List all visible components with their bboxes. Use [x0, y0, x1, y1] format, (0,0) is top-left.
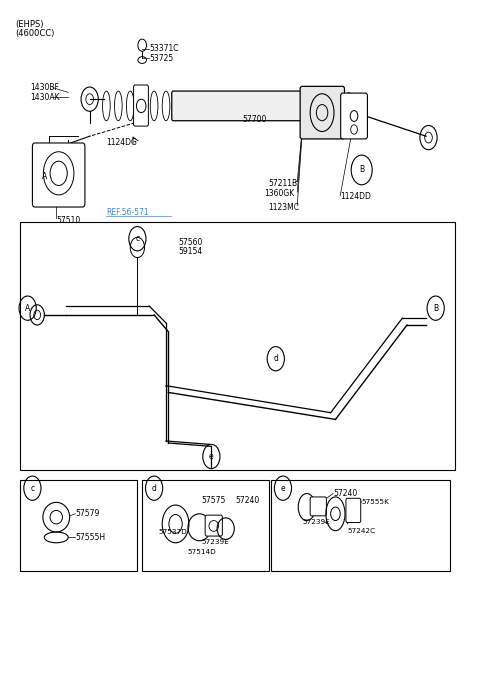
FancyBboxPatch shape: [300, 87, 345, 139]
Text: B: B: [433, 304, 438, 313]
Text: 57514D: 57514D: [188, 549, 216, 555]
Text: 1430BF: 1430BF: [30, 83, 59, 92]
Text: d: d: [273, 354, 278, 364]
Text: 1124DG: 1124DG: [107, 139, 137, 148]
Bar: [21, 480, 137, 571]
FancyBboxPatch shape: [341, 93, 367, 139]
Text: A: A: [25, 304, 30, 313]
Text: 57242C: 57242C: [348, 527, 375, 533]
FancyBboxPatch shape: [346, 498, 361, 523]
Text: 57537D: 57537D: [159, 529, 188, 535]
Text: 57240: 57240: [333, 489, 357, 498]
Text: 59154: 59154: [178, 247, 202, 256]
Text: 57239E: 57239E: [302, 519, 330, 525]
Text: A: A: [42, 172, 47, 181]
Text: 57700: 57700: [242, 115, 267, 124]
FancyBboxPatch shape: [133, 85, 148, 126]
Text: 57579: 57579: [75, 509, 100, 519]
Bar: [271, 480, 450, 571]
Text: (EHPS): (EHPS): [16, 20, 44, 30]
Text: 57555H: 57555H: [75, 533, 106, 542]
Text: 1124DD: 1124DD: [340, 192, 371, 202]
Text: 57240: 57240: [235, 496, 260, 505]
Text: B: B: [359, 165, 364, 175]
Text: 57239E: 57239E: [202, 539, 229, 545]
FancyBboxPatch shape: [205, 515, 222, 536]
Text: c: c: [135, 234, 140, 243]
Bar: [142, 480, 269, 571]
Text: 1360GK: 1360GK: [264, 189, 294, 198]
Text: (4600CC): (4600CC): [16, 29, 55, 39]
Text: 57211B: 57211B: [269, 179, 298, 188]
Text: 57555K: 57555K: [362, 499, 390, 504]
Text: 57575: 57575: [202, 496, 226, 505]
Text: 57510: 57510: [56, 216, 81, 225]
Text: REF.56-571: REF.56-571: [107, 208, 149, 217]
FancyBboxPatch shape: [33, 143, 85, 207]
Text: 1123MC: 1123MC: [269, 202, 300, 211]
Text: e: e: [281, 483, 285, 493]
FancyBboxPatch shape: [172, 91, 303, 121]
Text: 57560: 57560: [178, 238, 203, 246]
Text: c: c: [30, 483, 35, 493]
FancyBboxPatch shape: [310, 497, 326, 516]
Text: 53371C: 53371C: [149, 44, 179, 53]
Text: e: e: [209, 452, 214, 461]
Text: 1430AK: 1430AK: [30, 93, 60, 102]
Text: d: d: [152, 483, 156, 493]
Bar: [21, 222, 455, 470]
Text: 53725: 53725: [149, 53, 174, 62]
